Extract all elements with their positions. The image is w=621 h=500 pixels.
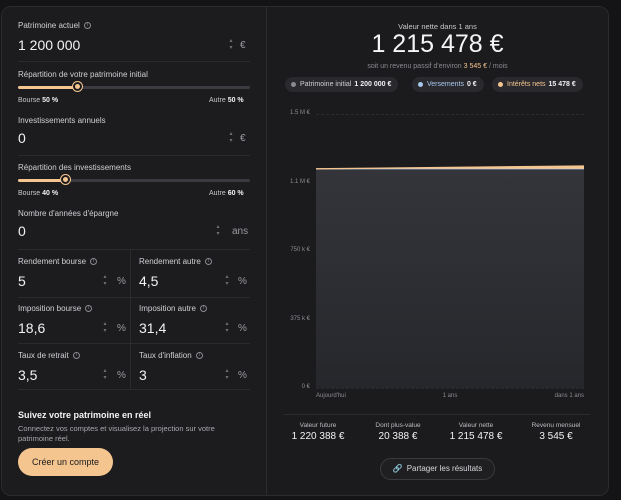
annees-input[interactable]: 0 [18, 223, 26, 239]
suivi-text-line2: patrimoine réel. [18, 434, 70, 443]
field-underline [18, 249, 250, 250]
investissements-unit: € [240, 133, 246, 144]
rendement-bourse-label: Rendement bourse i [18, 257, 98, 266]
rendement-autre-input[interactable]: 4,5 [139, 273, 159, 289]
inputs-panel: Patrimoine actuel i 1 200 000 ▴ ▾ € Répart… [2, 7, 267, 495]
stepper-icon[interactable]: ▴ ▾ [103, 321, 107, 334]
stepper-icon[interactable]: ▴ ▾ [225, 368, 229, 381]
info-icon[interactable]: i [85, 305, 93, 313]
header-label: Valeur nette dans 1 ans [398, 22, 477, 31]
percent-unit: % [238, 323, 247, 334]
stepper-icon[interactable]: ▴ ▾ [216, 224, 220, 237]
rendement-bourse-input[interactable]: 5 [18, 273, 26, 289]
share-button[interactable]: 🔗 Partager les résultats [380, 458, 495, 480]
stat-monthly-income: Revenu mensuel 3 545 € [531, 422, 581, 442]
investissements-input[interactable]: 0 [18, 130, 26, 146]
slider-fill [18, 86, 76, 89]
stepper-icon[interactable]: ▴ ▾ [225, 274, 229, 287]
y-tick-label: 1.5 M € [289, 110, 310, 116]
info-icon[interactable]: i [72, 352, 80, 360]
field-underline [18, 61, 250, 62]
info-icon[interactable]: i [90, 258, 98, 266]
stat-net-value: Valeur nette 1 215 478 € [449, 422, 503, 442]
suivi-title: Suivez votre patrimoine en réel [18, 410, 152, 420]
legend-dot [498, 82, 503, 87]
taux-retrait-input[interactable]: 3,5 [18, 367, 38, 383]
legend-pill-versements: Versements 0 € [412, 77, 484, 92]
percent-unit: % [117, 370, 126, 381]
patrimoine-unit: € [240, 40, 246, 51]
chart-separator [284, 414, 590, 415]
imposition-autre-label: Imposition autre i [139, 304, 207, 313]
repartition-invest-label: Répartition des investissements [18, 163, 131, 172]
x-tick-label: dans 1 ans [554, 393, 584, 399]
stepper-icon[interactable]: ▴ ▾ [103, 274, 107, 287]
suivi-text-line1: Connectez vos comptes et visualisez la p… [18, 424, 215, 433]
y-tick-label: 375 k € [290, 315, 310, 322]
field-underline [18, 155, 250, 156]
repartition-patrimoine-label: Répartition de votre patrimoine initial [18, 70, 148, 79]
field-underline [18, 389, 250, 390]
grid-divider [130, 249, 131, 389]
patrimoine-label: Patrimoine actuel i [18, 21, 91, 30]
info-icon[interactable]: i [195, 352, 203, 360]
rendement-autre-label: Rendement autre i [139, 257, 212, 266]
percent-unit: % [117, 323, 126, 334]
autre-share: Autre 50 % [209, 97, 244, 104]
stepper-icon[interactable]: ▴ ▾ [225, 321, 229, 334]
annees-label: Nombre d'années d'épargne [18, 209, 119, 218]
x-tick-label: 1 ans [442, 393, 458, 399]
stat-plus-value: Dont plus-value 20 388 € [375, 422, 421, 442]
repartition-patrimoine-slider[interactable] [18, 86, 250, 89]
stepper-icon[interactable]: ▴ ▾ [229, 38, 233, 51]
slider-fill [18, 179, 65, 182]
field-underline [18, 297, 250, 298]
imposition-bourse-input[interactable]: 18,6 [18, 320, 46, 336]
link-icon: 🔗 [392, 464, 403, 473]
imposition-bourse-label: Imposition bourse i [18, 304, 93, 313]
taux-retrait-label: Taux de retrait i [18, 351, 80, 360]
bourse-share: Bourse 50 % [18, 97, 59, 104]
investissements-label: Investissements annuels [18, 116, 106, 125]
gridline [316, 114, 584, 115]
y-tick-label: 750 k € [290, 247, 310, 253]
passive-income-line: soit un revenu passif d'environ 3 545 € … [367, 63, 508, 70]
legend-pill-interets: Intérêts nets 15 478 € [492, 77, 583, 92]
gridline [316, 388, 584, 389]
info-icon[interactable]: i [83, 22, 91, 30]
create-account-button[interactable]: Créer un compte [18, 448, 113, 476]
autre-share: Autre 60 % [209, 190, 244, 197]
stepper-icon[interactable]: ▴ ▾ [229, 131, 233, 144]
taux-inflation-label: Taux d'inflation i [139, 351, 203, 360]
y-tick-label: 0 € [301, 384, 310, 390]
repartition-invest-slider[interactable] [18, 179, 250, 182]
passive-income-amount: 3 545 € [463, 63, 488, 70]
percent-unit: % [238, 370, 247, 381]
area-patrimoine-initial [316, 168, 584, 388]
bourse-share: Bourse 40 % [18, 190, 59, 197]
info-icon[interactable]: i [199, 305, 207, 313]
info-icon[interactable]: i [204, 258, 212, 266]
percent-unit: % [117, 276, 126, 287]
stepper-icon[interactable]: ▴ ▾ [103, 368, 107, 381]
patrimoine-input[interactable]: 1 200 000 [18, 37, 81, 53]
legend-pill-patrimoine: Patrimoine initial 1 200 000 € [285, 77, 399, 92]
slider-thumb[interactable] [60, 175, 70, 184]
field-underline [18, 343, 250, 344]
annees-unit: ans [232, 226, 249, 237]
percent-unit: % [238, 276, 247, 287]
imposition-autre-input[interactable]: 31,4 [139, 320, 167, 336]
taux-inflation-input[interactable]: 3 [139, 367, 147, 383]
net-value: 1 215 478 € [371, 30, 504, 58]
slider-thumb[interactable] [72, 82, 82, 91]
line-int-r-ts-nets [315, 165, 585, 170]
stat-future-value: Valeur future 1 220 388 € [291, 422, 345, 442]
x-tick-label: Aujourd'hui [316, 393, 346, 399]
legend-dot [418, 82, 423, 87]
y-tick-label: 1.1 M € [289, 178, 310, 185]
legend-dot [291, 82, 296, 87]
